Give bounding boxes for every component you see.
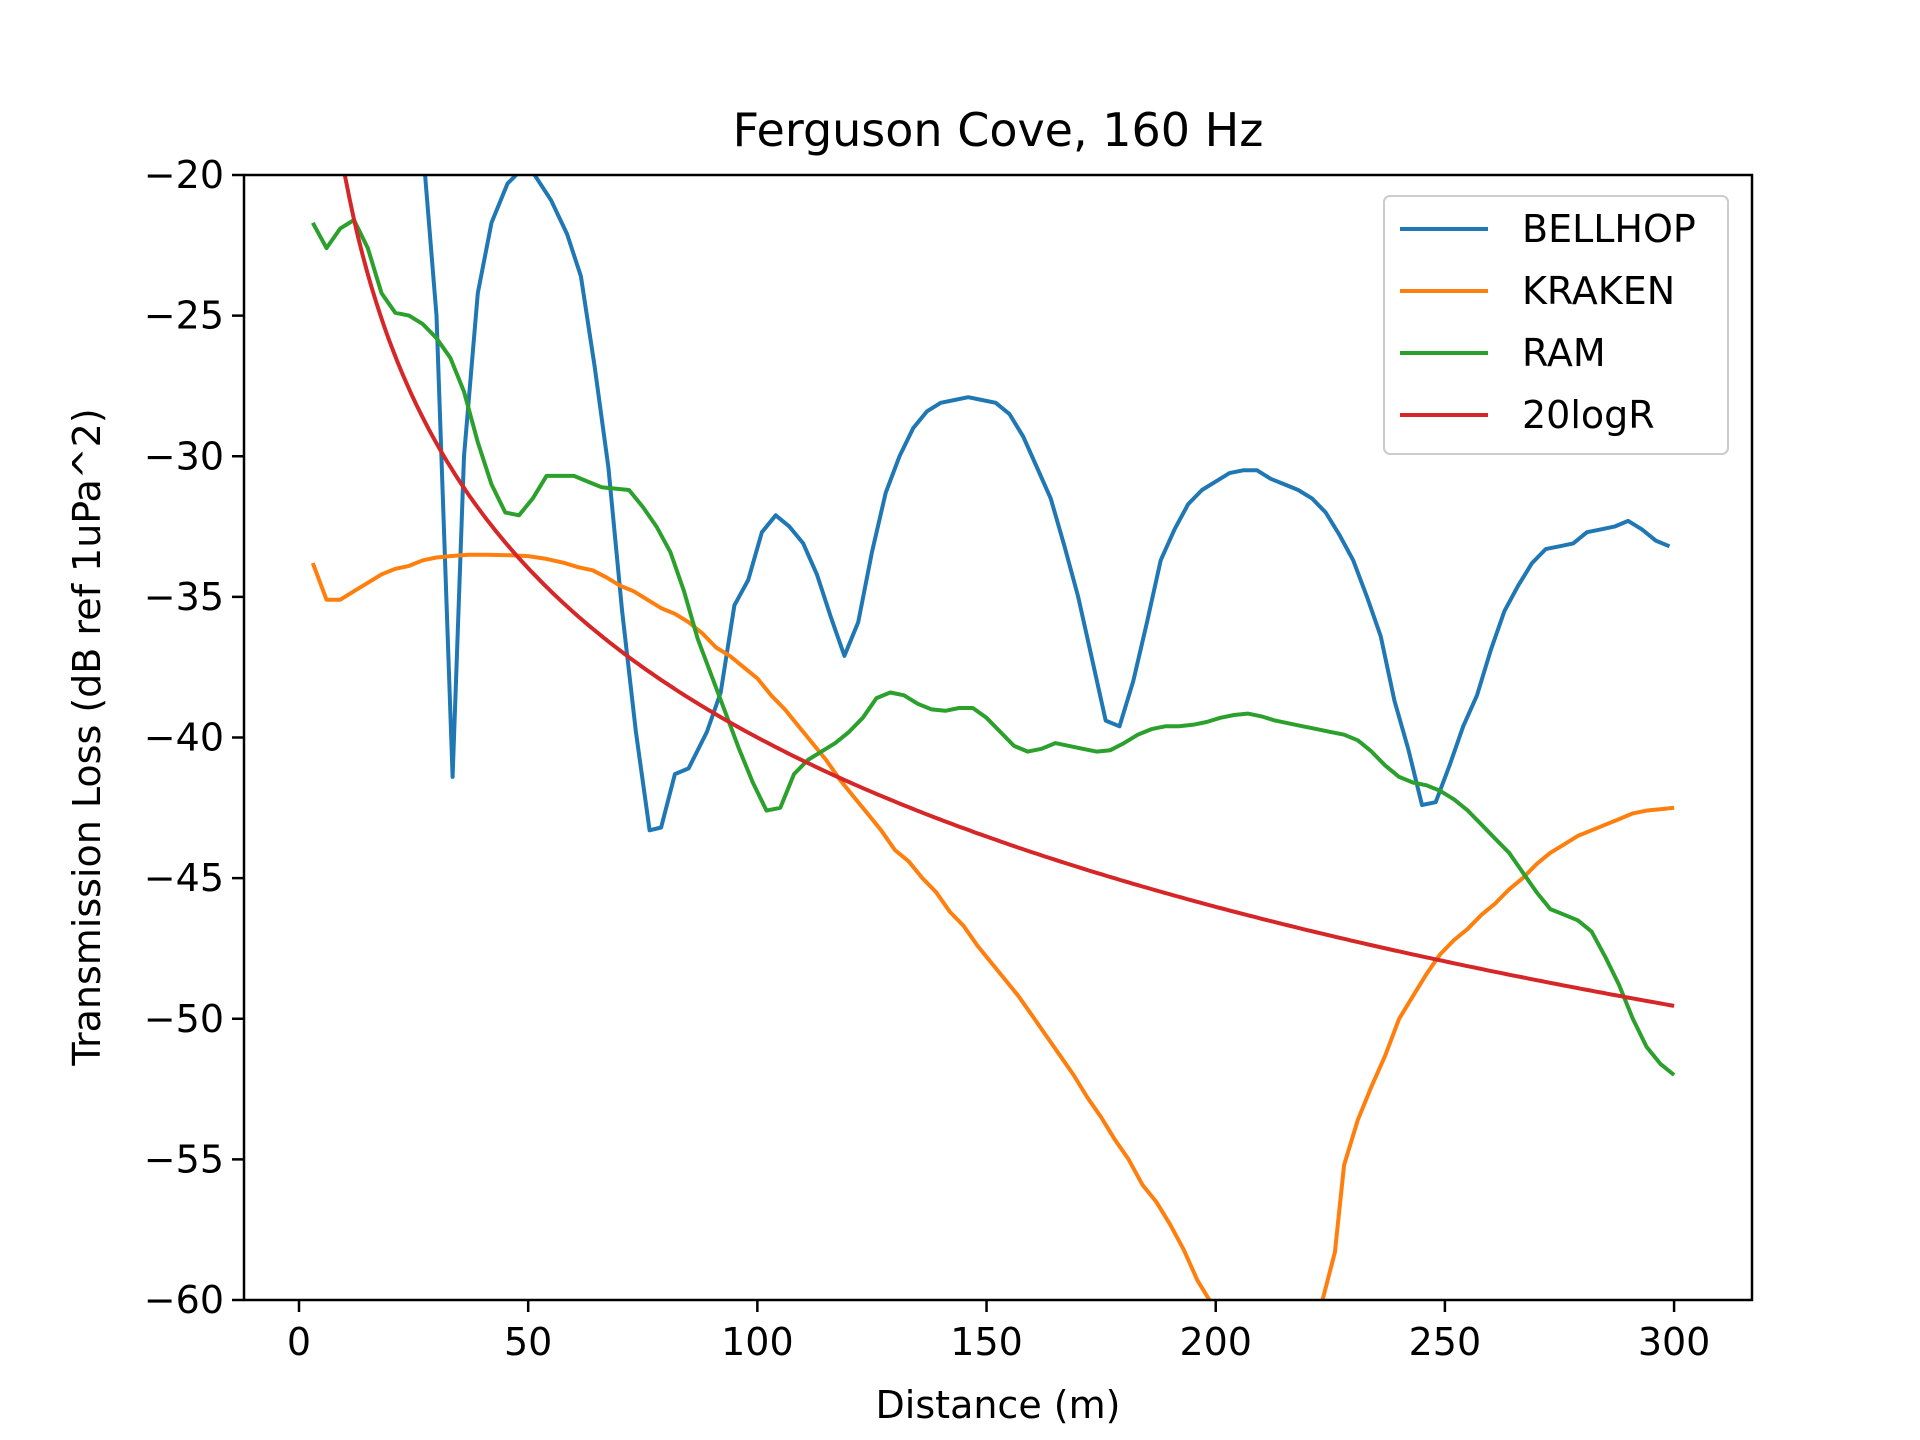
x-axis-ticks: 0 50 100 150 200 250 300 <box>287 1300 1710 1364</box>
legend-label-ram: RAM <box>1522 331 1606 375</box>
chart-title: Ferguson Cove, 160 Hz <box>733 103 1264 157</box>
series-layer <box>310 175 1676 1300</box>
series-line-20logr <box>342 175 1675 1008</box>
y-tick-label: −55 <box>144 1137 224 1181</box>
x-tick-label: 50 <box>504 1320 552 1364</box>
series-line-ram <box>311 218 1676 1077</box>
x-tick-label: 300 <box>1638 1320 1711 1364</box>
legend-label-20logr: 20logR <box>1522 393 1655 437</box>
y-tick-label: −25 <box>144 294 224 338</box>
legend-entries: BELLHOP KRAKEN RAM 20logR <box>1400 207 1696 437</box>
y-axis-label: Transmission Loss (dB ref 1uPa^2) <box>65 408 109 1066</box>
legend-label-kraken: KRAKEN <box>1522 269 1675 313</box>
y-tick-label: −40 <box>144 716 224 760</box>
legend-label-bellhop: BELLHOP <box>1522 207 1696 251</box>
y-tick-label: −50 <box>144 997 224 1041</box>
y-tick-label: −60 <box>144 1278 224 1322</box>
x-tick-label: 0 <box>287 1320 311 1364</box>
series-line-kraken <box>310 552 1675 1300</box>
x-tick-label: 100 <box>721 1320 794 1364</box>
y-tick-label: −35 <box>144 575 224 619</box>
x-tick-label: 150 <box>950 1320 1023 1364</box>
x-tick-label: 250 <box>1409 1320 1482 1364</box>
y-tick-label: −45 <box>144 856 224 900</box>
series-line-bellhop <box>423 175 1671 833</box>
x-tick-label: 200 <box>1179 1320 1252 1364</box>
legend: BELLHOP KRAKEN RAM 20logR <box>1383 195 1729 455</box>
y-axis-ticks: −60 −55 −50 −45 −40 −35 −30 −25 −20 <box>144 153 244 1322</box>
y-tick-label: −30 <box>144 434 224 478</box>
legend-box <box>1383 195 1729 455</box>
y-tick-label: −20 <box>144 153 224 197</box>
x-axis-label: Distance (m) <box>876 1383 1121 1427</box>
